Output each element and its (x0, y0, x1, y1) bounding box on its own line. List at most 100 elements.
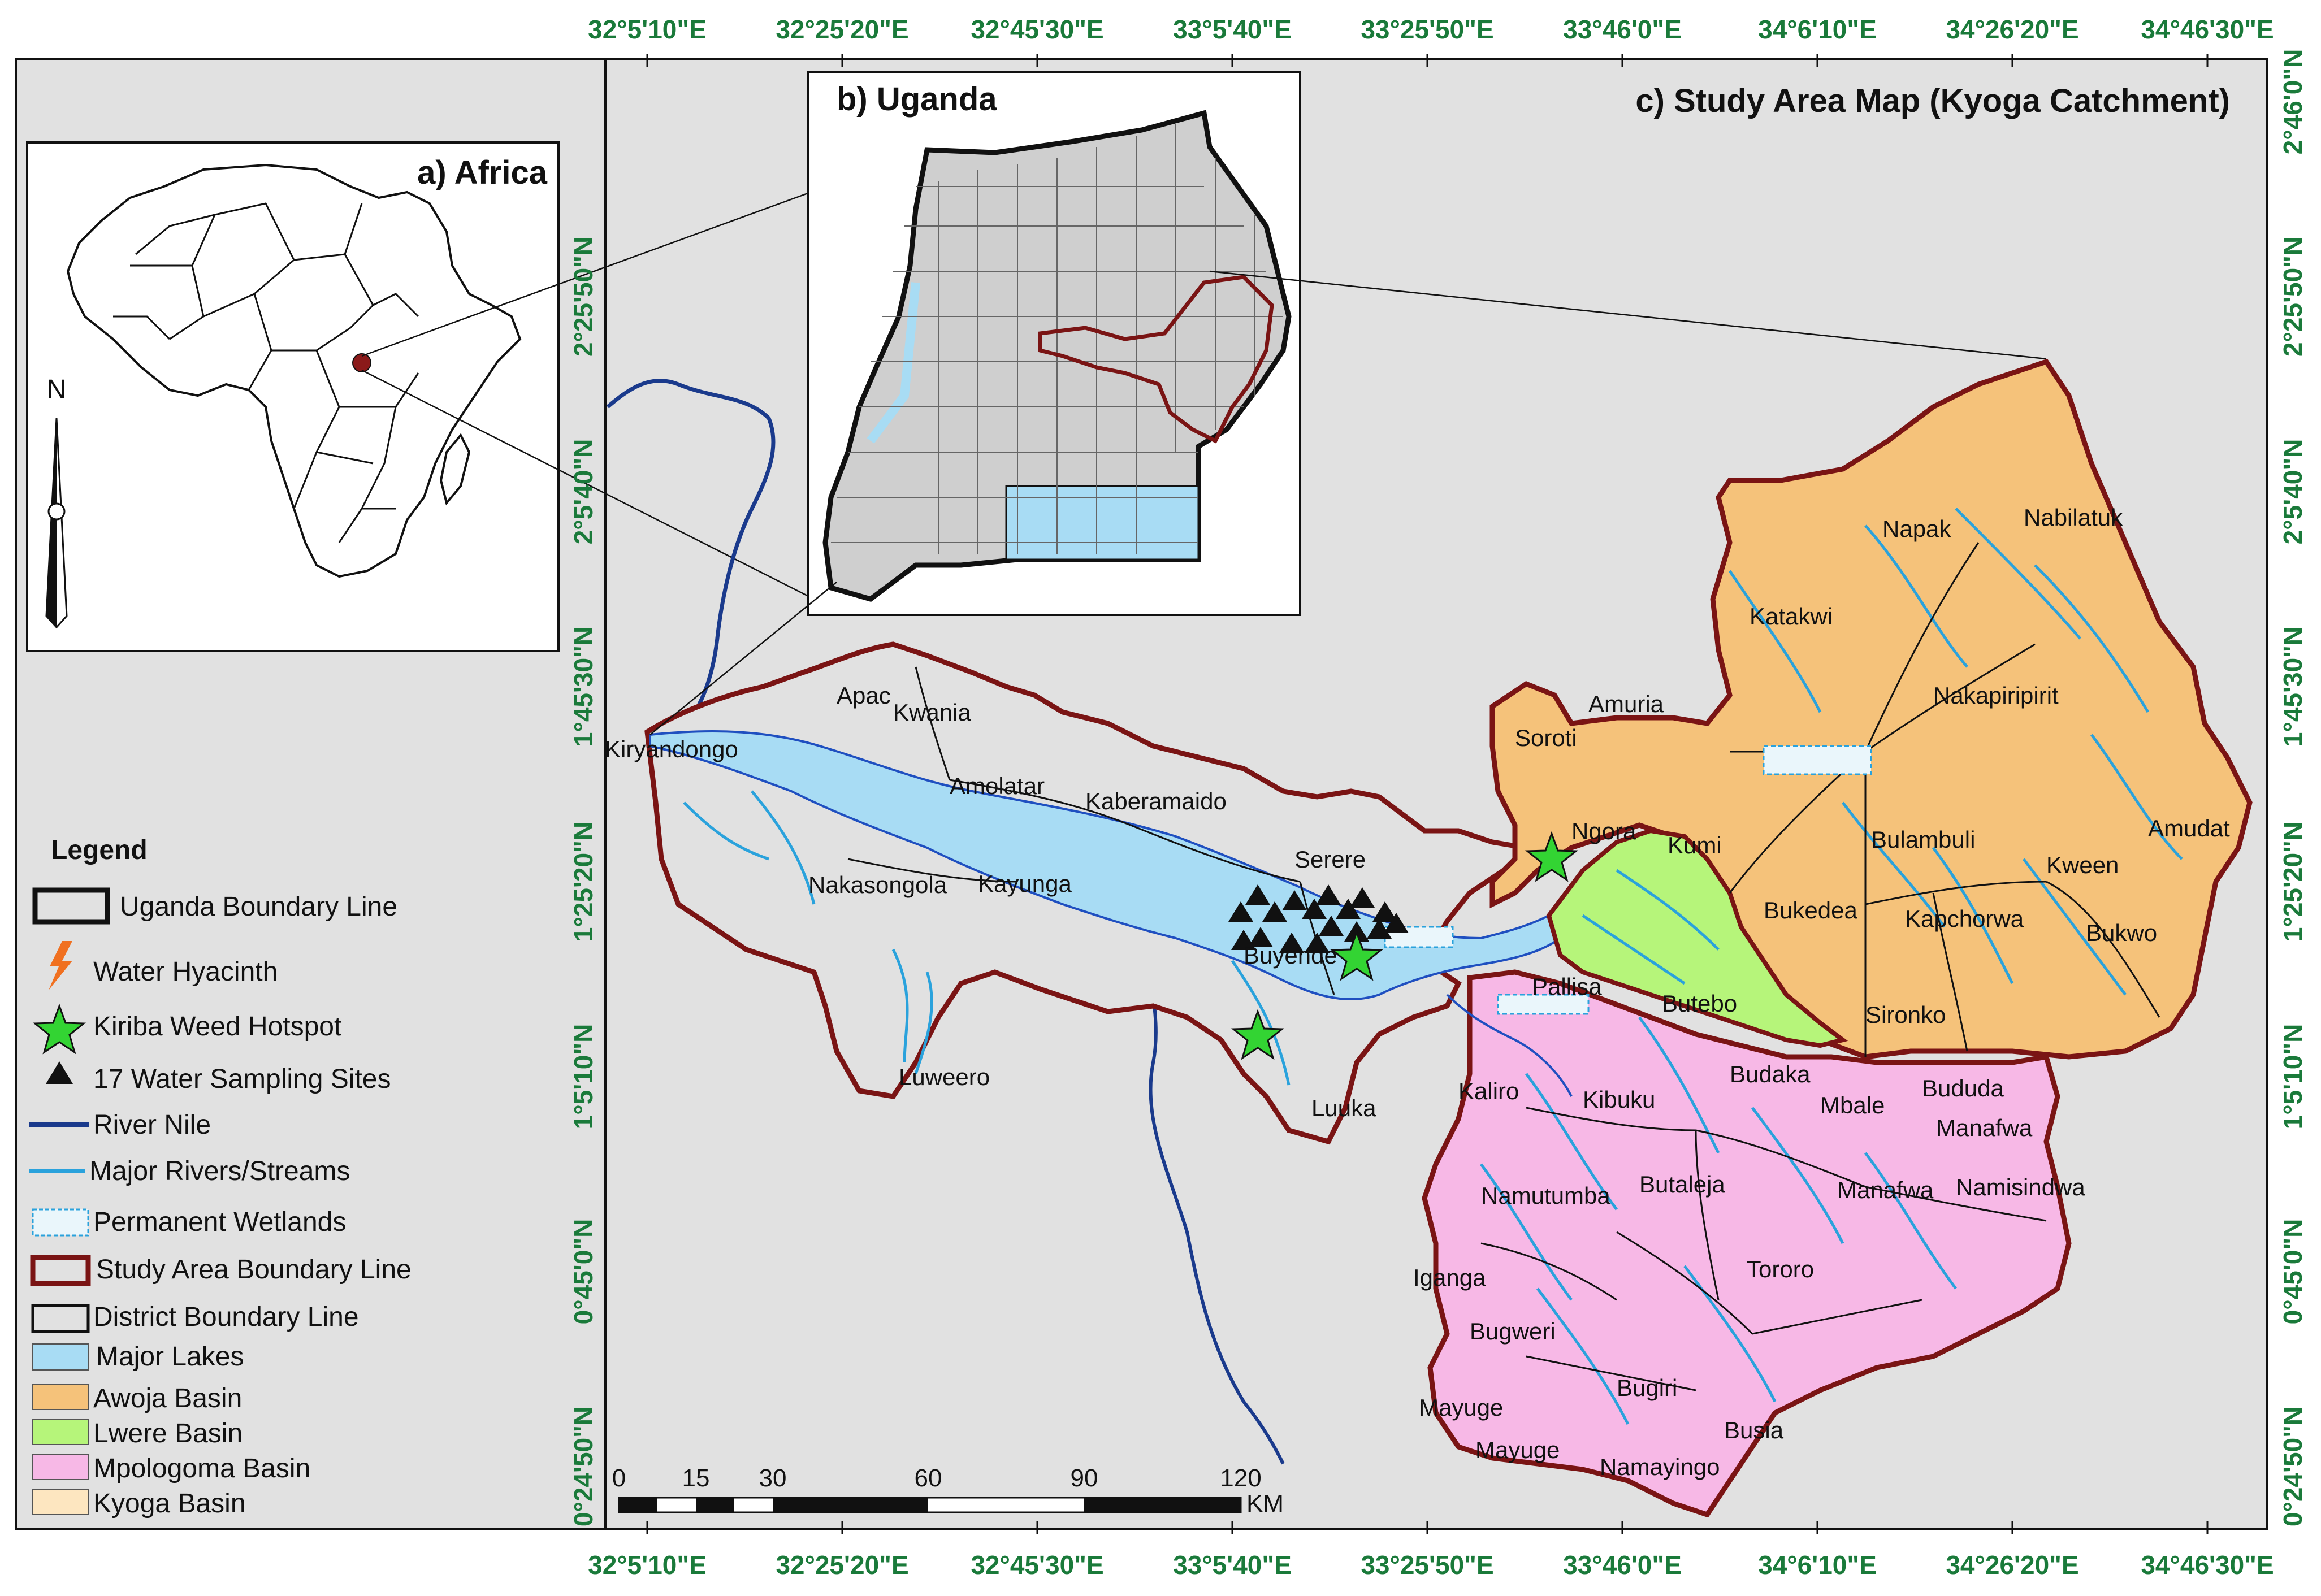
north-arrow-icon: N (45, 375, 68, 629)
hotspot-star-icon-3 (1231, 1009, 1285, 1060)
district-label: Pallisa (1532, 973, 1602, 1000)
africa-inset: a) Africa N (26, 141, 560, 652)
sampling-site-17 (1248, 927, 1273, 947)
madagascar-outline (439, 433, 471, 506)
district-label: Ngora (1571, 818, 1636, 844)
district-label: Buyende (1244, 942, 1337, 969)
uganda-study-area (1038, 275, 1274, 444)
coord-labels-bottom: 32°5'10"E 32°25'20"E 32°45'30"E 33°5'40"… (588, 1550, 2274, 1580)
wetland-icon (32, 1208, 89, 1237)
coord-label-top: 33°46'0"E (1563, 15, 1682, 44)
legend-label: Lwere Basin (93, 1419, 243, 1448)
coord-labels-top: 32°5'10"E 32°25'20"E 32°45'30"E 33°5'40"… (588, 15, 2274, 44)
legend-label: Major Rivers/Streams (89, 1156, 350, 1186)
study-area-map: Apac Kwania Kiryandongo Amolatar Kaberam… (605, 83, 2253, 1518)
legend-label: Major Lakes (96, 1342, 244, 1372)
district-label: Amolatar (950, 773, 1045, 799)
coord-label-left: 1°5'10"N (569, 1024, 598, 1130)
sampling-site-14 (1367, 918, 1392, 939)
coord-label-right: 1°45'30"N (2278, 627, 2307, 747)
district-label: Mbale (1820, 1092, 1885, 1118)
legend-label: Uganda Boundary Line (120, 892, 397, 922)
legend-swatch-kyoga (32, 1489, 89, 1515)
awoja-basin (1489, 358, 2253, 1060)
study-area-title: c) Study Area Map (Kyoga Catchment) (1635, 83, 2230, 119)
coord-label-right: 2°5'40"N (2278, 439, 2307, 545)
mpologoma-basin (1422, 969, 2072, 1518)
sampling-site-1 (1245, 884, 1270, 905)
coord-label-bottom: 34°26'20"E (1946, 1550, 2078, 1580)
district-label: Kibuku (1583, 1086, 1655, 1113)
coord-label-top: 33°25'50"E (1361, 15, 1493, 44)
scale-bar: 0 15 30 60 90 120 KM (612, 1464, 1284, 1517)
scale-tick: 15 (682, 1464, 710, 1492)
legend-label: Permanent Wetlands (93, 1207, 346, 1237)
coord-label-top: 34°26'20"E (1946, 15, 2078, 44)
coord-label-right: 1°25'20"N (2278, 822, 2307, 942)
district-label: Bukwo (2086, 920, 2157, 946)
legend-title: Legend (51, 835, 148, 865)
africa-title: a) Africa (417, 154, 548, 191)
legend-label: River Nile (93, 1110, 211, 1140)
sampling-site-3 (1262, 901, 1287, 922)
district-label: Kaberamaido (1085, 788, 1227, 814)
district-label: Budaka (1730, 1061, 1811, 1087)
coord-label-top: 32°45'30"E (971, 15, 1103, 44)
sampling-site-15 (1384, 913, 1409, 933)
sampling-site-9 (1372, 901, 1397, 922)
water-sampling-sites (1228, 884, 1409, 953)
scale-tick: 120 (1220, 1464, 1261, 1492)
district-label: Bugiri (1617, 1374, 1677, 1401)
district-label: Kwania (893, 699, 971, 726)
district-label: Amudat (2148, 815, 2230, 842)
district-label: Manafwa (1936, 1114, 2033, 1141)
sampling-site-11 (1279, 933, 1304, 953)
hotspot-star-icon-1 (1525, 831, 1579, 882)
sampling-site-8 (1350, 887, 1375, 908)
district-label: Busia (1724, 1417, 1784, 1443)
sampling-site-12 (1319, 916, 1344, 936)
legend-swatch-awoja (32, 1384, 89, 1410)
scale-tick: 30 (759, 1464, 787, 1492)
coord-label-right: 0°24'50"N (2278, 1407, 2307, 1526)
river-nile (606, 379, 776, 731)
legend-label: Water Hyacinth (93, 957, 278, 987)
district-label: Nakasongola (808, 871, 947, 898)
district-label: Sironko (1865, 1001, 1946, 1028)
district-label: Iganga (1413, 1264, 1486, 1291)
district-label: Katakwi (1750, 603, 1833, 630)
africa-outline (66, 163, 522, 578)
coord-label-left: 1°45'30"N (569, 627, 598, 747)
uganda-lakes (1005, 485, 1200, 561)
district-label: Namayingo (1600, 1454, 1720, 1480)
coord-label-right: 2°25'50"N (2278, 237, 2307, 357)
district-label: Kapchorwa (1905, 905, 2024, 932)
legend-label: Kyoga Basin (93, 1489, 246, 1519)
kiriba-weed-hotspots (1231, 831, 1579, 1060)
district-labels: Apac Kwania Kiryandongo Amolatar Kaberam… (605, 504, 2230, 1480)
district-label: Apac (837, 682, 891, 709)
legend-label: Mpologoma Basin (93, 1454, 310, 1484)
svg-text:N: N (47, 375, 67, 405)
district-label: Manafwa (1837, 1177, 1934, 1203)
lightning-icon (49, 941, 72, 990)
legend: Legend Uganda Boundary Line Water Hyacin… (29, 835, 412, 1519)
legend-label: 17 Water Sampling Sites (93, 1064, 391, 1094)
sampling-site-7 (1336, 899, 1361, 919)
district-label: Namutumba (1481, 1182, 1610, 1209)
district-label: Kaliro (1458, 1078, 1519, 1104)
district-label: Butebo (1662, 990, 1737, 1017)
coord-label-bottom: 33°25'50"E (1361, 1550, 1493, 1580)
coord-label-bottom: 33°5'40"E (1173, 1550, 1292, 1580)
star-icon (32, 1003, 86, 1055)
district-label: Bugweri (1470, 1318, 1556, 1345)
uganda-highlight (352, 353, 371, 372)
district-label: Luuka (1311, 1095, 1376, 1121)
coord-label-bottom: 33°46'0"E (1563, 1550, 1682, 1580)
district-label: Soroti (1515, 725, 1577, 751)
legend-label: Kiriba Weed Hotspot (93, 1012, 341, 1042)
legend-swatch-district-boundary (31, 1304, 90, 1333)
sampling-site-4 (1282, 890, 1307, 910)
legend-swatch-lakes (32, 1343, 89, 1371)
